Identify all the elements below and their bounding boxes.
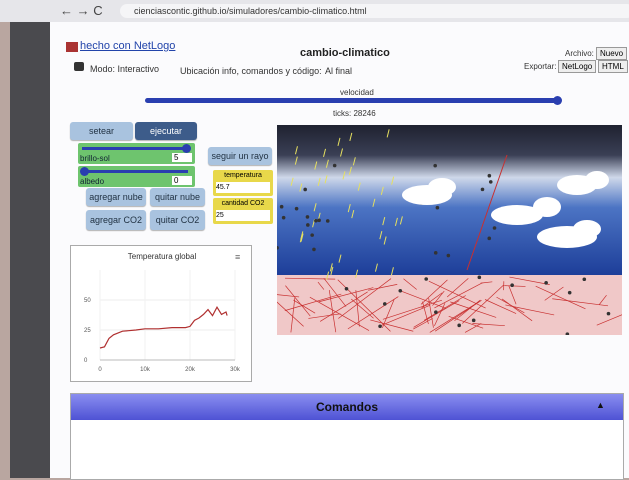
follow-button[interactable]: seguir un rayo	[208, 147, 272, 165]
co2-molecule	[333, 164, 337, 168]
monitor-value: 45.7	[216, 182, 270, 193]
co2-molecule	[303, 188, 307, 192]
monitor-label: temperatura	[213, 172, 273, 179]
location-label: Ubicación info, comandos y código:	[180, 66, 322, 76]
monitor: cantidad CO2 25	[213, 198, 273, 224]
plot-menu[interactable]: ≡	[235, 252, 240, 262]
co2-molecule	[424, 277, 428, 281]
url-bar[interactable]: cienciascontic.github.io/simuladores/cam…	[120, 4, 629, 18]
co2-molecule	[326, 219, 330, 223]
speed-knob[interactable]	[553, 96, 562, 105]
model-title: cambio-climatico	[300, 47, 390, 59]
slider-value: 0	[172, 176, 192, 185]
slider-value: 5	[172, 153, 192, 162]
monitor-label: cantidad CO2	[213, 200, 273, 207]
co2-molecule	[433, 164, 437, 168]
co2-molecule	[310, 233, 314, 237]
collapse-icon[interactable]: ▲	[596, 400, 605, 410]
co2-molecule	[510, 283, 514, 287]
y-tick-label: 25	[84, 328, 91, 334]
co2-molecule	[447, 254, 451, 258]
nav-icons[interactable]: ← → C	[60, 3, 103, 18]
co2-molecule	[314, 219, 318, 223]
co2-molecule	[280, 205, 284, 209]
export-html[interactable]: HTML	[598, 60, 628, 73]
co2-molecule	[312, 248, 316, 252]
slider-track[interactable]	[82, 147, 188, 150]
co2-molecule	[434, 251, 438, 255]
co2-molecule	[487, 237, 491, 241]
remove-cloud-button[interactable]: quitar nube	[150, 188, 205, 206]
co2-molecule	[378, 325, 382, 329]
commands-header[interactable]: Comandos ▲	[71, 394, 623, 420]
slider-knob[interactable]	[182, 144, 191, 153]
bezel	[10, 22, 50, 478]
browser-bar: ← → C cienciascontic.github.io/simulador…	[0, 0, 629, 22]
slider-knob[interactable]	[80, 167, 89, 176]
co2-molecule	[383, 302, 387, 306]
setup-button[interactable]: setear	[70, 122, 133, 140]
co2-molecule	[488, 174, 492, 178]
commands-panel: Comandos ▲	[70, 393, 624, 480]
slider-label: albedo	[80, 177, 104, 186]
co2-molecule	[481, 188, 485, 192]
sky	[277, 125, 622, 275]
co2-molecule	[436, 206, 440, 210]
speed-label: velocidad	[340, 88, 374, 97]
add-co2-button[interactable]: agregar CO2	[86, 210, 146, 230]
co2-molecule	[317, 219, 321, 223]
co2-molecule	[472, 319, 476, 323]
co2-molecule	[493, 226, 497, 230]
y-tick-label: 50	[84, 298, 91, 304]
co2-molecule	[434, 310, 438, 314]
co2-molecule	[478, 276, 482, 280]
monitor-value: 25	[216, 210, 270, 221]
world-view	[277, 125, 622, 335]
remove-co2-button[interactable]: quitar CO2	[150, 210, 205, 230]
netlogo-link[interactable]: hecho con NetLogo	[80, 40, 175, 52]
co2-molecule	[568, 291, 572, 295]
export-netlogo[interactable]: NetLogo	[558, 60, 596, 73]
co2-molecule	[295, 207, 299, 211]
co2-molecule	[457, 324, 461, 328]
netlogo-icon	[66, 42, 78, 52]
file-label: Archivo:	[565, 49, 594, 58]
x-tick-label: 20k	[185, 367, 196, 373]
monitor: temperatura 45.7	[213, 170, 273, 196]
co2-molecule	[544, 281, 548, 285]
add-cloud-button[interactable]: agregar nube	[86, 188, 146, 206]
co2-molecule	[345, 287, 349, 291]
lock-icon	[74, 62, 84, 71]
slider-track[interactable]	[82, 170, 188, 173]
co2-molecule	[306, 223, 310, 227]
co2-molecule	[282, 216, 286, 220]
plot-title: Temperatura global	[128, 252, 197, 261]
speed-track[interactable]	[145, 98, 560, 103]
slider-label: brillo-sol	[80, 154, 110, 163]
mode: Modo: Interactivo	[90, 64, 159, 74]
commands-title: Comandos	[71, 400, 623, 414]
export-label: Exportar:	[524, 62, 556, 71]
location-value[interactable]: Al final	[325, 66, 352, 76]
co2-molecule	[607, 312, 611, 316]
x-tick-label: 10k	[140, 367, 151, 373]
co2-molecule	[582, 277, 586, 281]
co2-molecule	[306, 215, 310, 219]
go-button[interactable]: ejecutar	[135, 122, 197, 140]
new-button[interactable]: Nuevo	[596, 47, 627, 60]
co2-molecule	[398, 289, 402, 293]
x-tick-label: 30k	[230, 367, 241, 373]
ticks: ticks: 28246	[333, 109, 376, 118]
co2-molecule	[489, 180, 493, 184]
